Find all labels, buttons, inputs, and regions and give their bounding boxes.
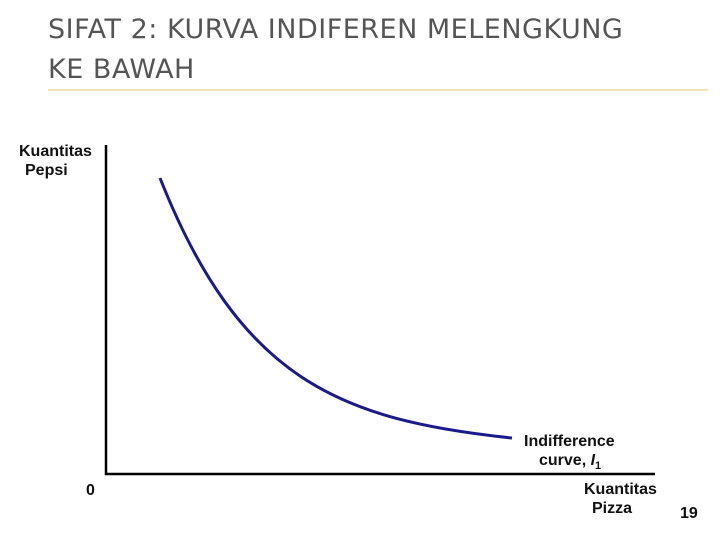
x-axis-label-line2: Pizza bbox=[592, 500, 633, 517]
x-axis-label-line1: Kuantitas bbox=[584, 481, 657, 498]
curve-label-symbol: I bbox=[590, 452, 596, 469]
y-axis-label: Kuantitas Pepsi bbox=[19, 142, 92, 180]
slide-title: SIFAT 2: KURVA INDIFEREN MELENGKUNG KE B… bbox=[48, 10, 688, 90]
curve-label: Indifference curve, I1 bbox=[524, 432, 615, 476]
origin-label: 0 bbox=[86, 482, 95, 499]
title-divider bbox=[48, 89, 708, 91]
curve-label-text: curve, bbox=[539, 452, 591, 469]
y-axis-label-line1: Kuantitas bbox=[19, 143, 92, 160]
indifference-curve bbox=[158, 177, 513, 440]
slide-title-line2: KE BAWAH bbox=[48, 54, 195, 85]
curve-label-line1: Indifference bbox=[524, 433, 615, 450]
slide-title-line1: SIFAT 2: KURVA INDIFEREN MELENGKUNG bbox=[48, 14, 624, 45]
curve-label-line2: curve, I1 bbox=[524, 451, 615, 476]
y-axis-label-line2: Pepsi bbox=[25, 162, 68, 179]
curve-label-subscript: 1 bbox=[595, 460, 602, 473]
page-number: 19 bbox=[680, 505, 698, 522]
x-axis-label: Kuantitas Pizza bbox=[584, 480, 657, 518]
